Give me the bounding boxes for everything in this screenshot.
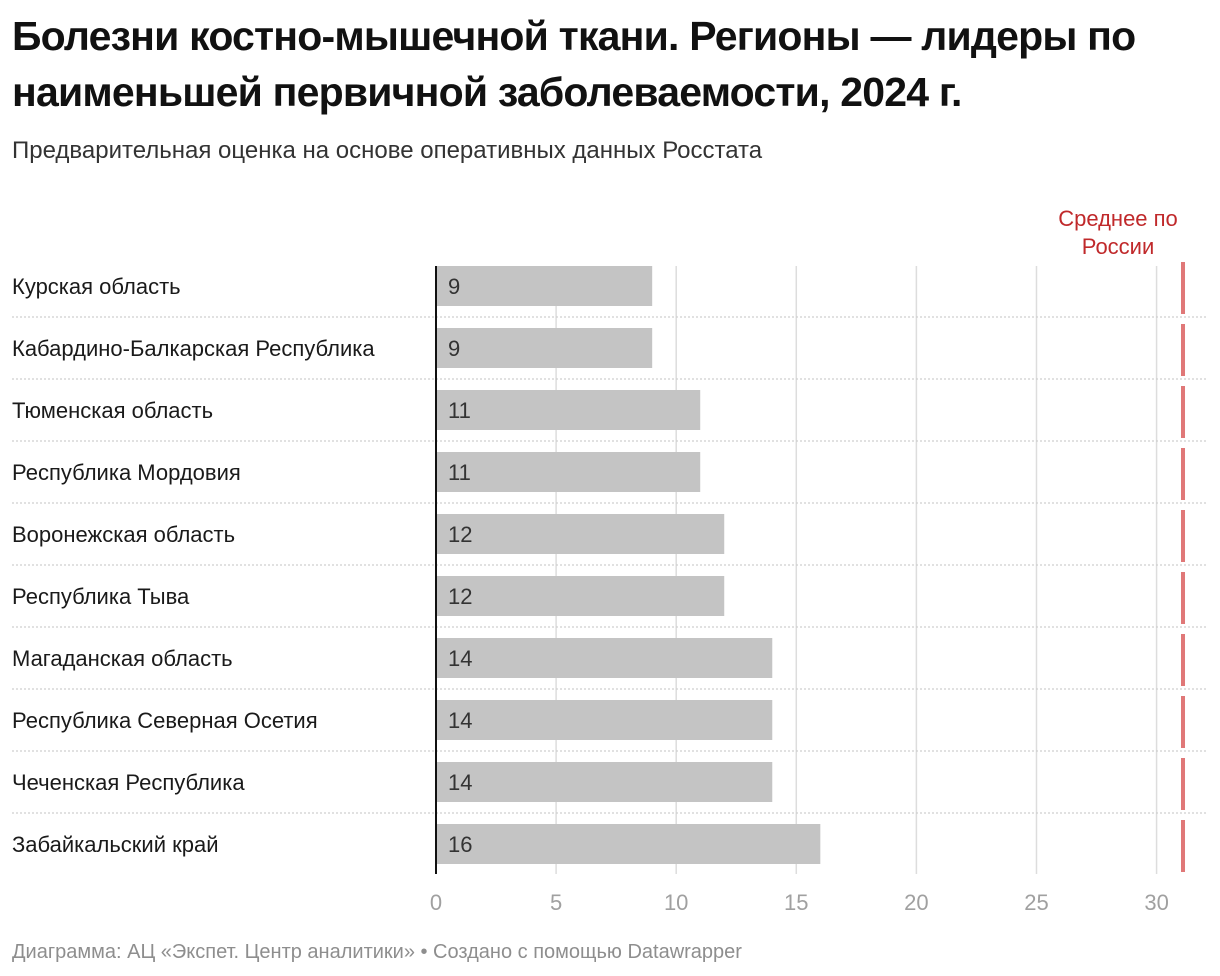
x-tick-label: 25 bbox=[1024, 890, 1048, 910]
bar bbox=[436, 576, 725, 616]
category-label: Забайкальский край bbox=[12, 832, 219, 857]
bar-value-label: 9 bbox=[448, 274, 460, 299]
reference-line-label: Среднее по bbox=[1058, 206, 1178, 231]
bar-value-label: 14 bbox=[448, 708, 472, 733]
row-separators bbox=[12, 316, 1208, 814]
category-label: Республика Тыва bbox=[12, 584, 190, 609]
bar bbox=[436, 328, 653, 368]
bar-value-label: 14 bbox=[448, 770, 472, 795]
bar-value-label: 12 bbox=[448, 584, 472, 609]
category-label: Курская область bbox=[12, 274, 181, 299]
bar-value-label: 14 bbox=[448, 646, 472, 671]
bar bbox=[436, 762, 773, 802]
category-labels: Курская область Кабардино-Балкарская Респ… bbox=[12, 274, 375, 857]
bar bbox=[436, 824, 821, 864]
category-label: Воронежская область bbox=[12, 522, 235, 547]
x-tick-label: 20 bbox=[904, 890, 928, 910]
bar-value-label: 11 bbox=[448, 398, 471, 423]
bar-chart: 9 9 11 11 12 12 14 14 14 16 Среднее по России 0 5 10… bbox=[12, 206, 1208, 910]
category-label: Кабардино-Балкарская Республика bbox=[12, 336, 375, 361]
bar-value-label: 11 bbox=[448, 460, 471, 485]
x-tick-label: 30 bbox=[1144, 890, 1168, 910]
category-label: Магаданская область bbox=[12, 646, 233, 671]
bars: 9 9 11 11 12 12 14 14 14 16 bbox=[436, 266, 821, 864]
category-label: Республика Мордовия bbox=[12, 460, 241, 485]
bar bbox=[436, 452, 701, 492]
bar-value-label: 16 bbox=[448, 832, 472, 857]
chart-footer: Диаграмма: АЦ «Экспет. Центр аналитики» … bbox=[12, 941, 742, 963]
bar bbox=[436, 514, 725, 554]
x-tick-label: 10 bbox=[664, 890, 688, 910]
bar bbox=[436, 700, 773, 740]
chart-title: Болезни костно-мышечной ткани. Регионы —… bbox=[12, 13, 1136, 115]
category-label: Чеченская Республика bbox=[12, 770, 245, 795]
x-axis: 0 5 10 15 20 25 30 bbox=[430, 266, 1169, 910]
bar-value-label: 9 bbox=[448, 336, 460, 361]
x-tick-label: 5 bbox=[550, 890, 562, 910]
bar bbox=[436, 390, 701, 430]
category-label: Тюменская область bbox=[12, 398, 213, 423]
chart-subtitle: Предварительная оценка на основе операти… bbox=[12, 137, 763, 164]
x-tick-label: 15 bbox=[784, 890, 808, 910]
bar-value-label: 12 bbox=[448, 522, 472, 547]
bar bbox=[436, 266, 653, 306]
reference-line-label: России bbox=[1082, 234, 1155, 259]
bar bbox=[436, 638, 773, 678]
reference-line-group: Среднее по России bbox=[1058, 206, 1186, 872]
x-tick-label: 0 bbox=[430, 890, 442, 910]
category-label: Республика Северная Осетия bbox=[12, 708, 318, 733]
